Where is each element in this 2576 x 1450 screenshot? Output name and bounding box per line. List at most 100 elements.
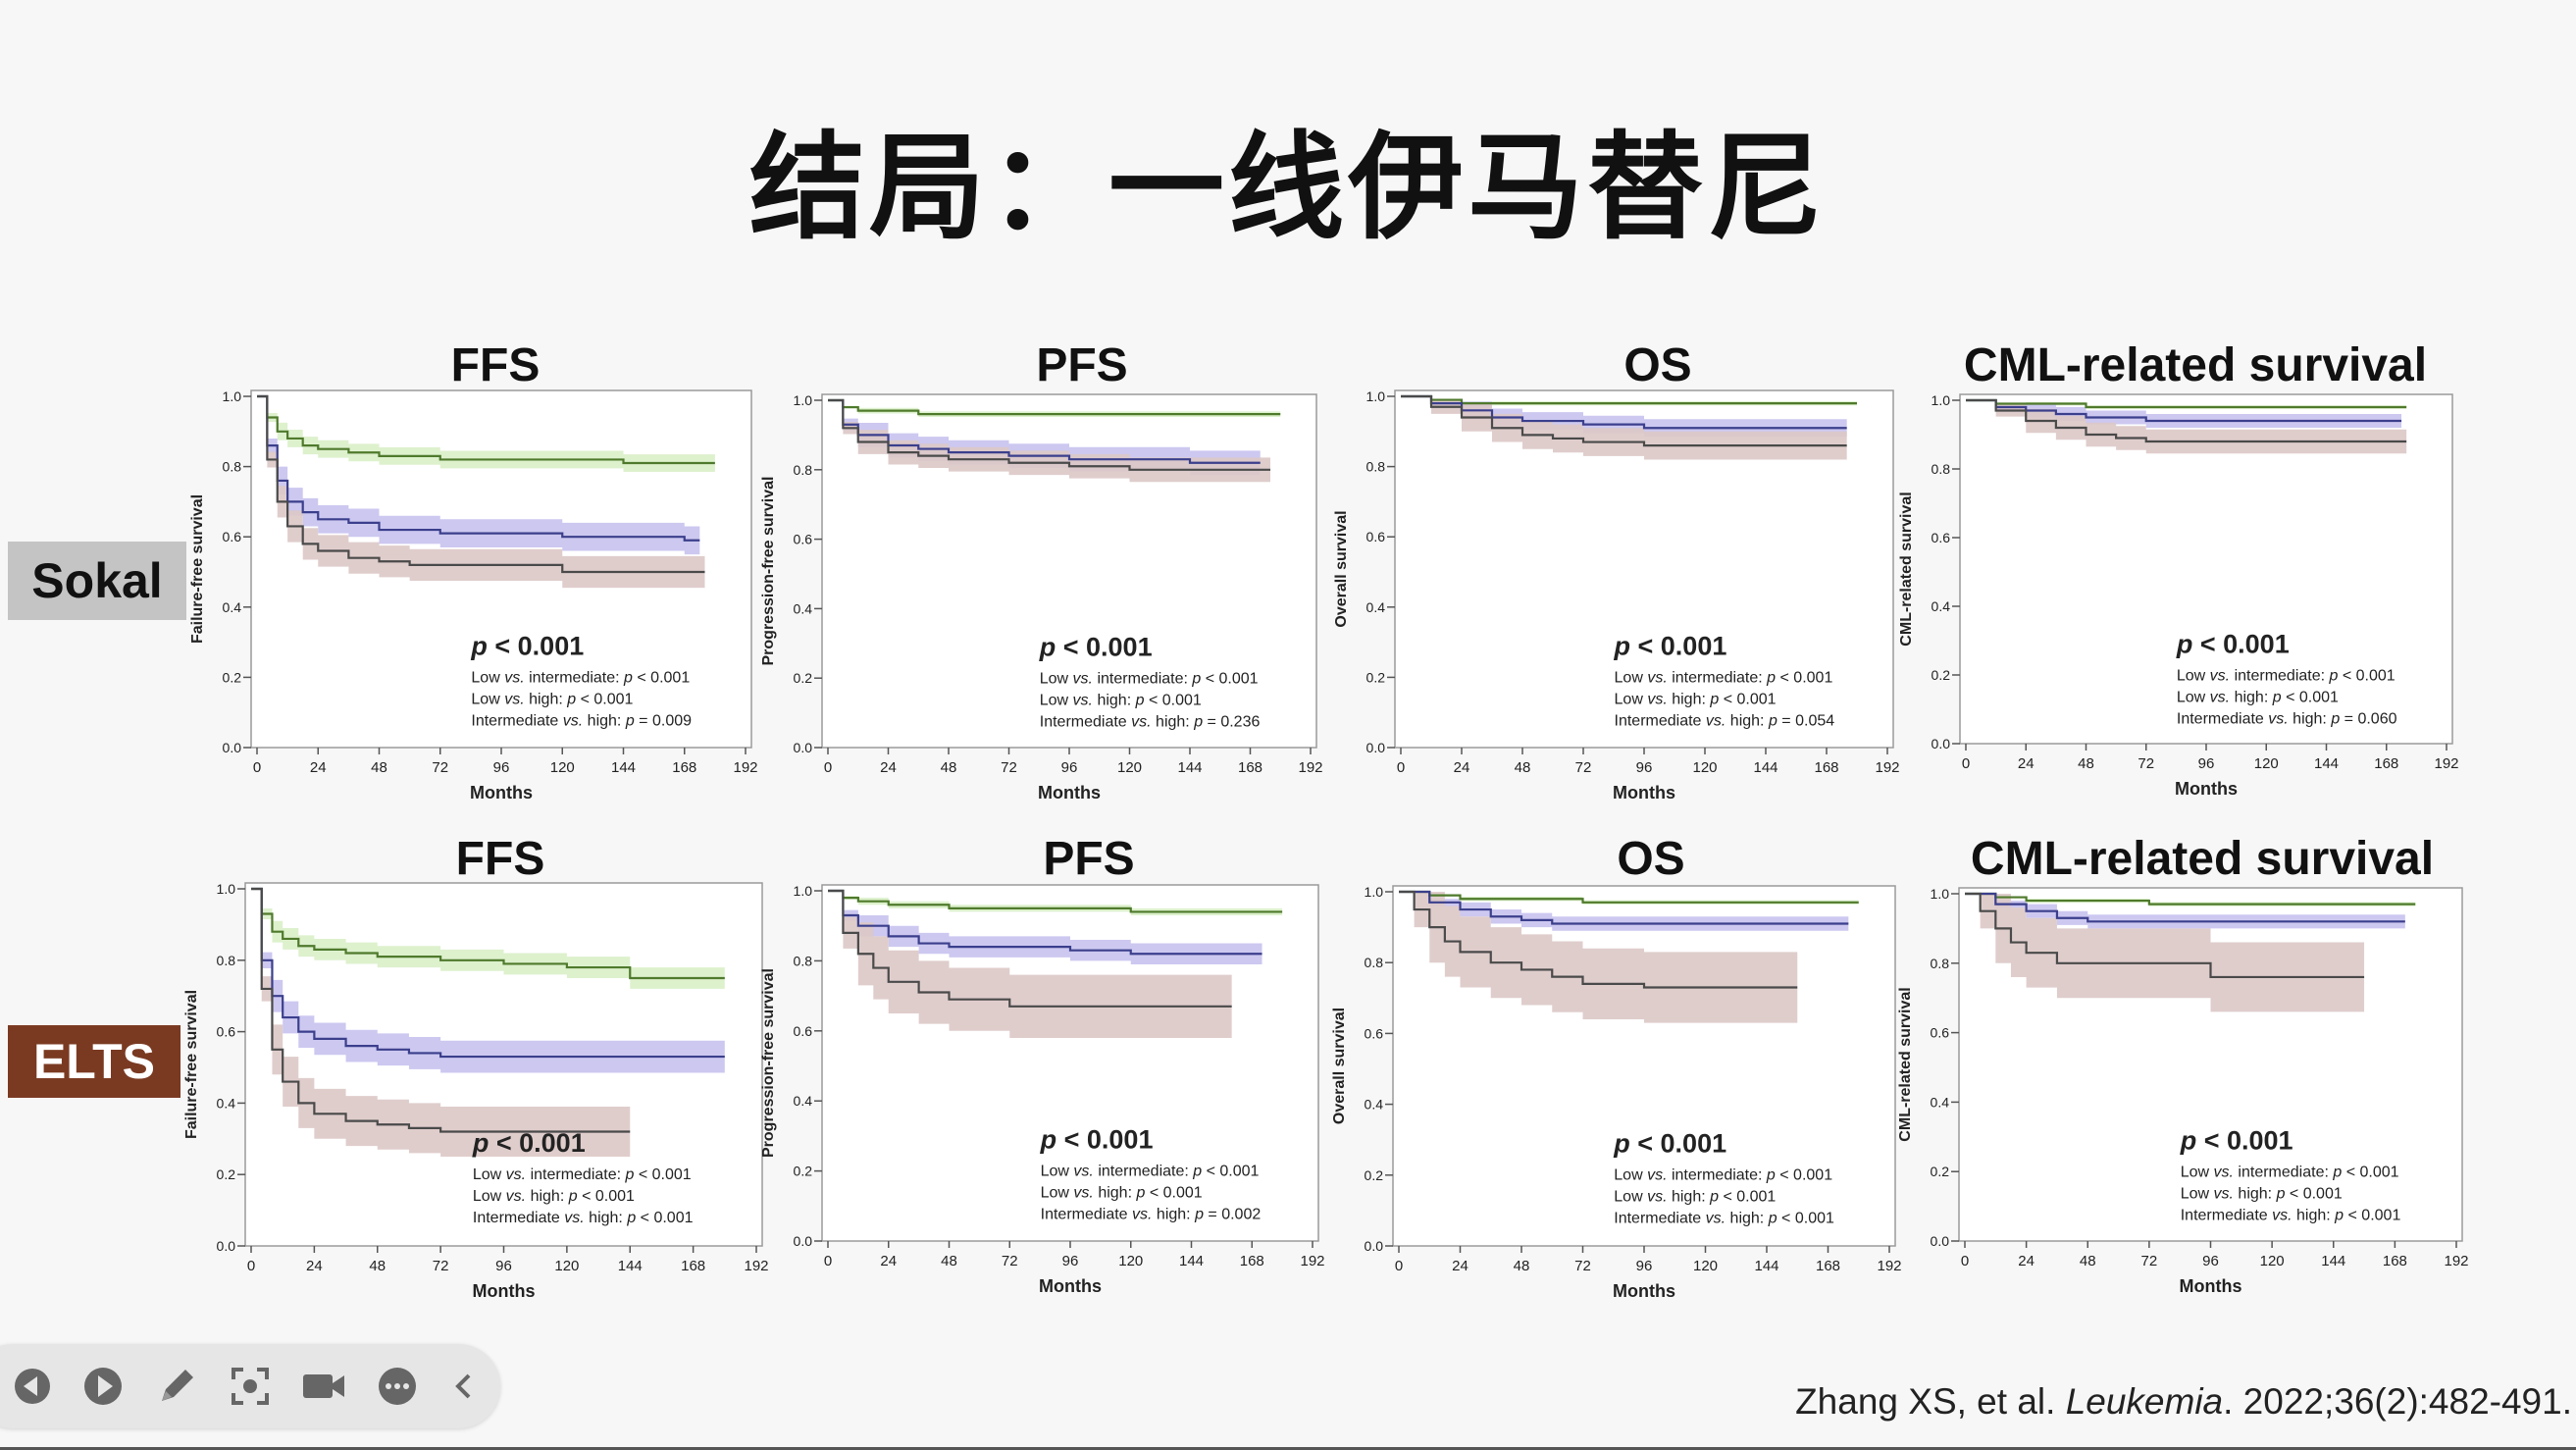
y-tick-label: 0.8 — [1366, 459, 1386, 475]
y-tick-label: 1.0 — [1932, 392, 1951, 408]
p-value-comparison: Low vs. intermediate: p < 0.001 — [1614, 1167, 1832, 1184]
p-value-comparison: Low vs. high: p < 0.001 — [2177, 689, 2339, 705]
high-risk-ci-band — [251, 889, 631, 1157]
row-label-elts: ELTS — [8, 1025, 180, 1098]
x-tick-label: 48 — [941, 759, 957, 776]
play-icon[interactable] — [78, 1362, 128, 1411]
x-tick-label: 72 — [1002, 1253, 1018, 1269]
collapse-icon[interactable] — [439, 1362, 489, 1411]
chart-elts-pfs: 0.0 0.2 0.4 0.6 0.8 1.0 0 24 48 72 96 120 144 168 192 M… — [760, 883, 1325, 1300]
x-tick-label: 192 — [733, 759, 757, 776]
chart-sokal-ffs-title: FFS — [450, 339, 541, 391]
chart-sokal-cml-related-survival-title: CML-related survival — [1963, 339, 2428, 391]
y-tick-label: 0.4 — [1365, 1097, 1384, 1113]
intermediate-risk-ci-band — [828, 891, 1262, 964]
x-tick-label: 24 — [310, 759, 327, 776]
chart-elts-ffs-xlabel: Months — [473, 1281, 536, 1301]
chart-elts-cml-related-survival: 0.0 0.2 0.4 0.6 0.8 1.0 0 24 48 72 96 120 144 168 192 M… — [1897, 886, 2469, 1300]
x-tick-label: 144 — [2314, 755, 2339, 772]
y-tick-label: 0.6 — [217, 1024, 236, 1040]
chart-sokal-cml-related-survival-svg: 0.0 0.2 0.4 0.6 0.8 1.0 0 24 48 72 96 120 144 168 192 M… — [1898, 392, 2459, 799]
y-tick-label: 0.2 — [1932, 667, 1951, 683]
x-tick-label: 72 — [1574, 1258, 1591, 1274]
slide-bottom-border — [0, 1447, 2576, 1450]
p-value-main: p < 0.001 — [2176, 629, 2290, 658]
chart-sokal-ffs-ylabel: Failure-free survival — [189, 494, 206, 644]
intermediate-risk-ci-band — [257, 396, 700, 555]
p-value-main: p < 0.001 — [470, 631, 584, 660]
x-tick-label: 192 — [1875, 759, 1899, 776]
p-value-comparison: Intermediate vs. high: p < 0.001 — [473, 1210, 694, 1226]
y-tick-label: 0.2 — [794, 670, 813, 686]
high-risk-survival-curve — [1399, 890, 1798, 989]
camera-icon[interactable] — [299, 1362, 348, 1411]
y-tick-label: 0.0 — [1365, 1238, 1384, 1254]
prev-icon[interactable] — [8, 1362, 57, 1411]
p-value-comparison: Low vs. intermediate: p < 0.001 — [2177, 667, 2396, 684]
low-risk-ci-band — [828, 400, 1281, 417]
chart-sokal-cml-related-survival: 0.0 0.2 0.4 0.6 0.8 1.0 0 24 48 72 96 120 144 168 192 M… — [1898, 392, 2459, 803]
chart-elts-ffs: 0.0 0.2 0.4 0.6 0.8 1.0 0 24 48 72 96 120 144 168 192 M… — [183, 881, 769, 1305]
x-tick-label: 48 — [2080, 1253, 2096, 1269]
p-value-comparison: Low vs. high: p < 0.001 — [1041, 1185, 1203, 1202]
x-tick-label: 120 — [1118, 1253, 1143, 1269]
screenshot-icon[interactable] — [226, 1362, 275, 1411]
chart-sokal-ffs-svg: 0.0 0.2 0.4 0.6 0.8 1.0 0 24 48 72 96 120 144 168 192 M… — [189, 388, 758, 803]
y-tick-label: 1.0 — [1366, 388, 1386, 404]
intermediate-risk-survival-curve — [828, 398, 1261, 464]
high-risk-survival-curve — [1965, 892, 2365, 979]
chart-sokal-pfs-ylabel: Progression-free survival — [760, 477, 777, 666]
x-tick-label: 192 — [1877, 1258, 1901, 1274]
p-value-comparison: Intermediate vs. high: p < 0.001 — [2181, 1207, 2401, 1223]
chart-elts-cml-related-survival-ylabel: CML-related survival — [1897, 987, 1914, 1141]
high-risk-ci-band — [1401, 396, 1847, 460]
x-tick-label: 96 — [1061, 759, 1078, 776]
chart-elts-pfs-xlabel: Months — [1039, 1276, 1102, 1296]
y-tick-label: 0.4 — [1366, 599, 1386, 615]
x-tick-label: 96 — [2202, 1253, 2219, 1269]
p-value-main: p < 0.001 — [1040, 1125, 1154, 1155]
x-tick-label: 0 — [824, 1253, 832, 1269]
presentation-toolbar — [0, 1344, 500, 1428]
chart-sokal-cml-related-survival-xlabel: Months — [2175, 779, 2238, 799]
p-value-comparison: Intermediate vs. high: p = 0.236 — [1040, 713, 1261, 730]
y-tick-label: 0.4 — [794, 1093, 813, 1109]
x-tick-label: 24 — [2018, 755, 2035, 772]
chart-elts-ffs-title: FFS — [455, 833, 545, 885]
citation-journal: Leukemia — [2065, 1381, 2224, 1422]
x-tick-label: 72 — [2138, 755, 2154, 772]
intermediate-risk-ci-band — [1965, 894, 2405, 929]
low-risk-ci-band — [828, 891, 1283, 915]
y-tick-label: 0.4 — [1932, 598, 1951, 614]
x-tick-label: 144 — [1754, 1258, 1778, 1274]
x-tick-label: 48 — [2078, 755, 2094, 772]
x-tick-label: 192 — [744, 1258, 768, 1274]
high-risk-ci-band — [1965, 894, 2365, 1012]
y-tick-label: 1.0 — [223, 388, 242, 404]
x-tick-label: 144 — [1177, 759, 1202, 776]
intermediate-risk-ci-band — [1399, 892, 1849, 931]
pen-icon[interactable] — [152, 1362, 201, 1411]
x-tick-label: 72 — [432, 759, 448, 776]
y-tick-label: 0.2 — [1365, 1167, 1384, 1183]
y-tick-label: 0.6 — [794, 532, 813, 547]
p-value-comparison: Low vs. high: p < 0.001 — [1040, 692, 1202, 708]
y-tick-label: 1.0 — [1931, 886, 1950, 902]
p-value-main: p < 0.001 — [472, 1128, 586, 1158]
chart-sokal-pfs: 0.0 0.2 0.4 0.6 0.8 1.0 0 24 48 72 96 120 144 168 192 M… — [760, 392, 1323, 806]
p-value-main: p < 0.001 — [1613, 1129, 1726, 1159]
more-icon[interactable] — [373, 1362, 422, 1411]
high-risk-ci-band — [828, 400, 1270, 483]
high-risk-survival-curve — [828, 398, 1270, 471]
x-tick-label: 144 — [1753, 759, 1777, 776]
x-tick-label: 120 — [2254, 755, 2279, 772]
chart-sokal-os-title: OS — [1623, 339, 1692, 391]
low-risk-ci-band — [251, 889, 725, 989]
x-tick-label: 0 — [1397, 759, 1405, 776]
p-value-comparison: Low vs. high: p < 0.001 — [1615, 691, 1777, 707]
x-tick-label: 24 — [880, 759, 897, 776]
y-tick-label: 0.2 — [223, 669, 242, 685]
x-tick-label: 72 — [2141, 1253, 2158, 1269]
x-tick-label: 0 — [253, 759, 261, 776]
chart-sokal-pfs-svg: 0.0 0.2 0.4 0.6 0.8 1.0 0 24 48 72 96 120 144 168 192 M… — [760, 392, 1323, 803]
